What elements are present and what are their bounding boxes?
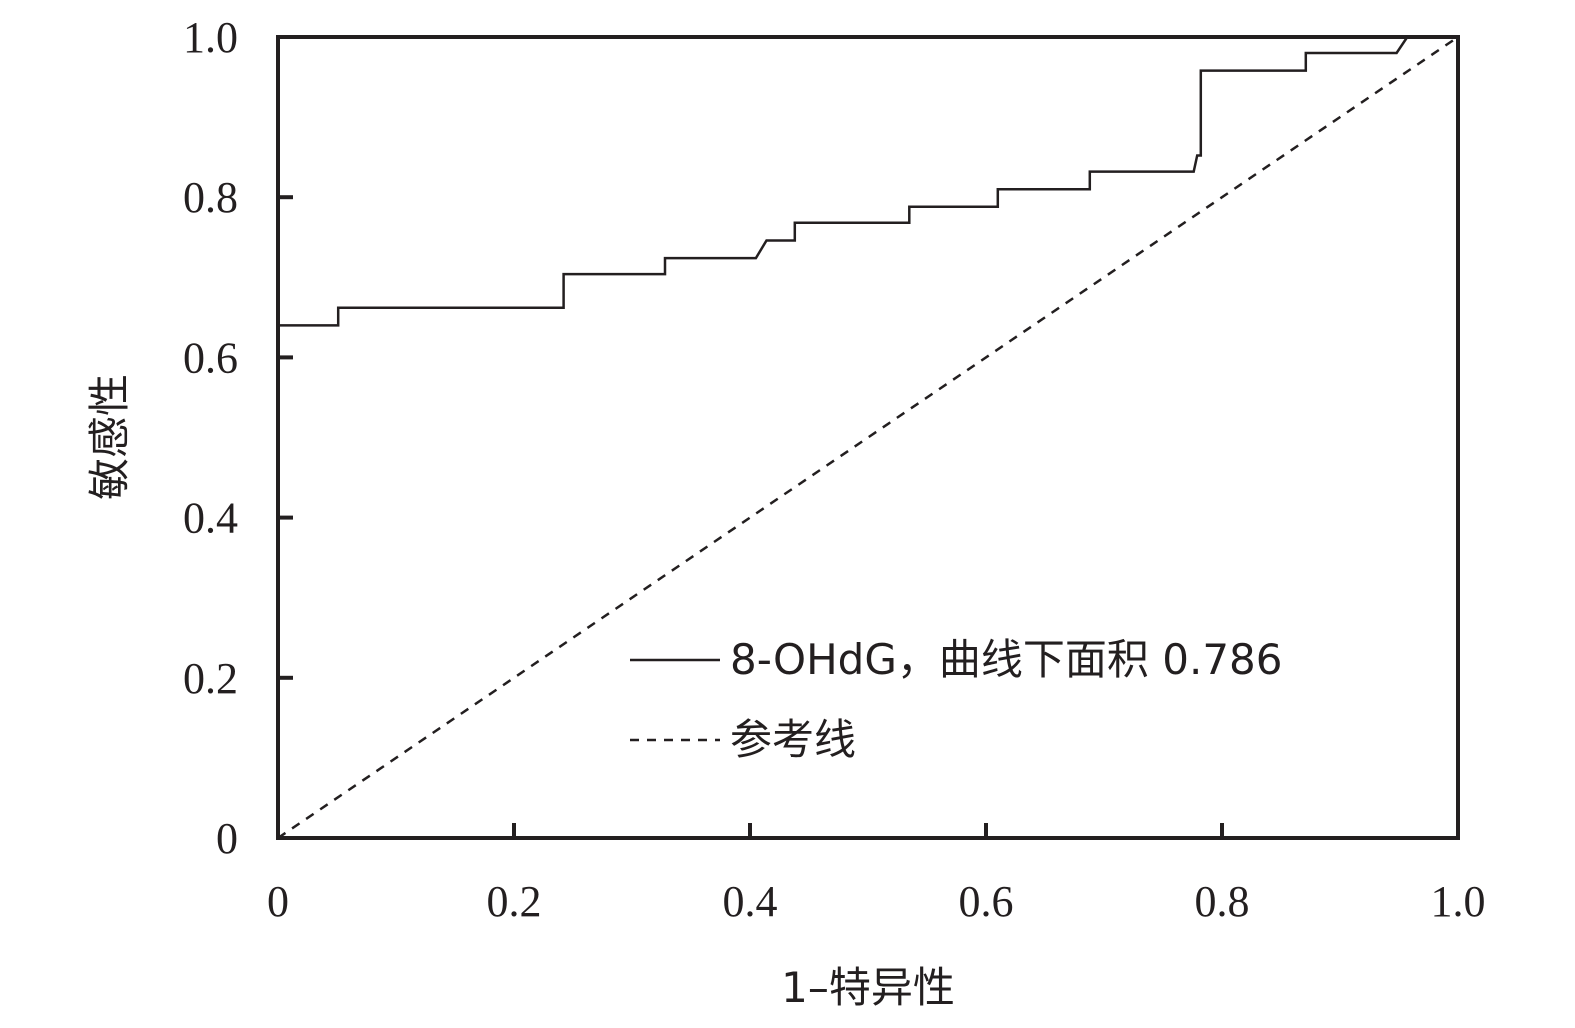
x-axis-ticks: 0 0.2 0.4 0.6 0.8 1.0 [267,823,1486,926]
legend: 8-OHdG，曲线下面积 0.786 参考线 [630,635,1282,764]
y-tick-label: 0 [216,814,238,863]
y-tick-label: 0.8 [183,173,238,222]
y-tick-label: 0.4 [183,494,238,543]
x-tick-label: 0.6 [959,877,1014,926]
series-layer [277,35,1459,840]
y-axis-ticks: 0 0.2 0.4 0.6 0.8 1.0 [183,13,293,863]
x-axis-title: 1–特异性 [781,963,955,1012]
legend-label-reference: 参考线 [730,715,856,764]
y-tick-label: 0.2 [183,654,238,703]
x-tick-label: 1.0 [1431,877,1486,926]
x-tick-label: 0.4 [723,877,778,926]
x-tick-label: 0.2 [487,877,542,926]
legend-label-8ohdg: 8-OHdG，曲线下面积 0.786 [730,635,1282,684]
y-axis-title: 敏感性 [85,374,134,500]
x-tick-label: 0 [267,877,289,926]
y-tick-label: 1.0 [183,13,238,62]
x-tick-label: 0.8 [1195,877,1250,926]
plot-frame [276,35,1460,840]
roc-curve-8ohdg [278,36,1409,327]
reference-line [277,35,1459,840]
y-tick-label: 0.6 [183,333,238,382]
